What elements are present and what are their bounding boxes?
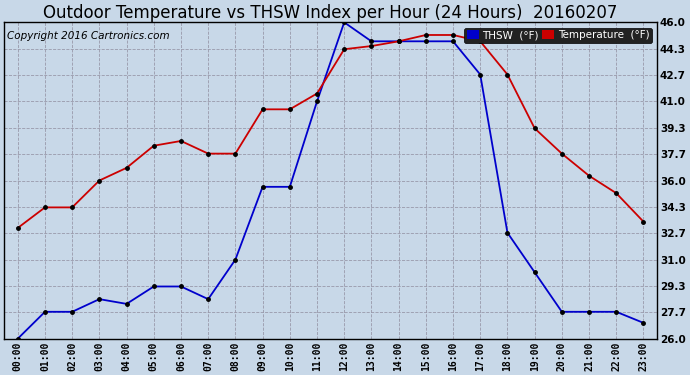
Text: Copyright 2016 Cartronics.com: Copyright 2016 Cartronics.com [7,32,170,41]
Legend: THSW  (°F), Temperature  (°F): THSW (°F), Temperature (°F) [464,27,652,43]
Title: Outdoor Temperature vs THSW Index per Hour (24 Hours)  20160207: Outdoor Temperature vs THSW Index per Ho… [43,4,618,22]
